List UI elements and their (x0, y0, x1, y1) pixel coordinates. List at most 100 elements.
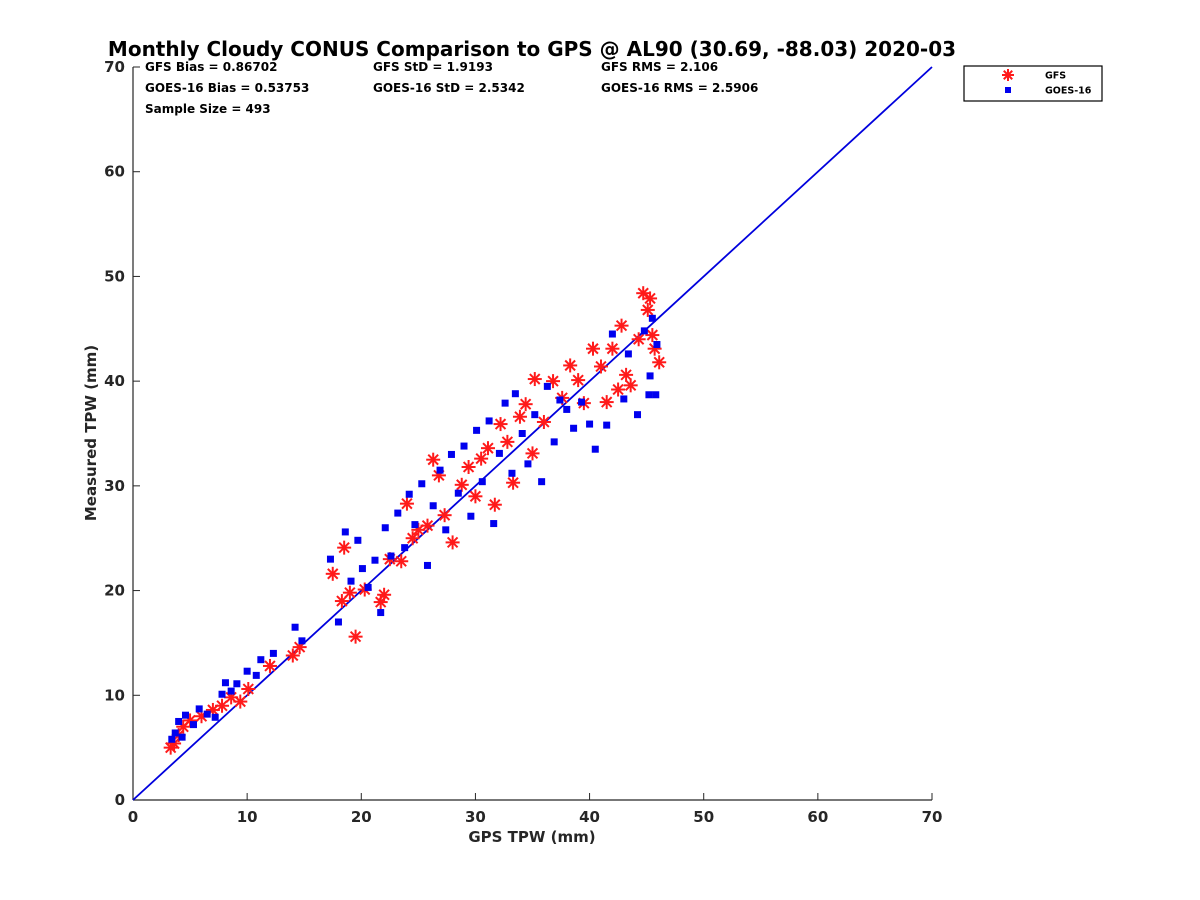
goes16-point (578, 398, 586, 406)
goes16-point (233, 680, 241, 688)
legend-goes16-marker (1005, 87, 1011, 93)
gfs-point (426, 452, 441, 467)
x-tick-label: 10 (237, 808, 258, 826)
goes16-point (189, 721, 197, 729)
goes16-point (401, 544, 409, 552)
legend-gfs-marker (1002, 69, 1014, 81)
goes16-point (211, 713, 219, 721)
gfs-point (512, 409, 527, 424)
gfs-point (474, 451, 489, 466)
gfs-point (342, 585, 357, 600)
goes16-point (620, 395, 628, 403)
goes16-point (556, 396, 564, 404)
goes16-point (257, 656, 265, 664)
goes16-point (364, 583, 372, 591)
gfs-point (487, 497, 502, 512)
goes16-point (381, 524, 389, 532)
gfs-point (631, 332, 646, 347)
goes16-point (460, 442, 468, 450)
goes16-point (347, 577, 355, 585)
x-tick-label: 70 (922, 808, 943, 826)
x-tick-label: 60 (807, 808, 828, 826)
goes16-point (175, 717, 183, 725)
goes16-point (518, 430, 526, 437)
y-tick-label: 10 (104, 686, 125, 704)
gfs-point (241, 682, 256, 697)
goes16-point (591, 445, 599, 453)
gfs-point (652, 355, 667, 370)
gfs-point (563, 358, 578, 373)
goes16-point (203, 710, 211, 718)
goes16-point (298, 637, 306, 645)
goes16-point (563, 405, 571, 413)
gfs-point (454, 477, 469, 492)
legend-label: GFS (1045, 71, 1066, 82)
goes16-point (418, 480, 426, 488)
legend: GFS GOES-16 (963, 65, 1103, 102)
goes16-point (550, 438, 558, 446)
gfs-point (262, 658, 277, 673)
goes16-point (377, 609, 385, 617)
reference-line-group (132, 66, 933, 801)
goes16-point (442, 526, 450, 534)
goes16-point (182, 711, 190, 719)
goes16-point (586, 420, 594, 428)
goes16-point (326, 555, 334, 563)
goes16-point (511, 390, 519, 398)
goes16-point (495, 449, 503, 457)
goes16-point (429, 502, 437, 510)
goes16-point (227, 687, 235, 695)
goes16-point (218, 690, 226, 698)
goes16-point (634, 411, 642, 419)
goes16-point (467, 512, 475, 520)
gfs-point (215, 698, 230, 713)
goes16-point (490, 520, 498, 528)
gfs-point (337, 540, 352, 555)
goes16-point (543, 382, 551, 390)
gfs-point (445, 535, 460, 550)
goes16-point (252, 671, 260, 679)
goes16-point (394, 509, 402, 517)
legend-label: GOES-16 (1045, 86, 1092, 97)
y-tick-label: 70 (104, 58, 125, 76)
goes16-point (478, 478, 486, 486)
gfs-point (645, 328, 660, 343)
gfs-point (405, 531, 420, 546)
goes16-point (371, 556, 379, 564)
gfs-point (500, 434, 515, 449)
goes16-point (454, 489, 462, 497)
goes16-point (603, 421, 611, 429)
goes16-point (195, 705, 203, 713)
gfs-point (493, 417, 508, 432)
goes16-point (341, 528, 349, 536)
goes16-point (624, 350, 632, 358)
goes16-point (473, 426, 481, 434)
goes16-point (645, 391, 653, 399)
x-axis-label: GPS TPW (mm) (468, 828, 595, 846)
gfs-point (623, 378, 638, 393)
gfs-point (527, 372, 542, 387)
stat-text: GFS Bias = 0.86702 (145, 60, 277, 74)
goes16-point (436, 466, 444, 474)
y-tick-label: 30 (104, 477, 125, 495)
gfs-point (437, 508, 452, 523)
gfs-point (285, 648, 300, 663)
goes16-point (291, 623, 299, 631)
gfs-point (348, 629, 363, 644)
gfs-point (599, 395, 614, 410)
goes16-point (358, 565, 366, 573)
goes16-point (508, 469, 516, 477)
gfs-point (461, 460, 476, 475)
legend-box (963, 65, 1103, 102)
goes16-point (485, 417, 493, 425)
gfs-point (636, 286, 651, 301)
y-axis-label: Measured TPW (mm) (82, 345, 100, 521)
goes16-point (171, 729, 179, 737)
stat-text: GFS StD = 1.9193 (373, 60, 493, 74)
gfs-point (619, 367, 634, 382)
goes16-point (405, 490, 413, 498)
stats-annotations: GFS Bias = 0.86702 GFS StD = 1.9193 GFS RM… (145, 60, 758, 116)
gfs-point (643, 291, 658, 306)
goes16-point (411, 521, 419, 529)
y-tick-label: 60 (104, 163, 125, 181)
